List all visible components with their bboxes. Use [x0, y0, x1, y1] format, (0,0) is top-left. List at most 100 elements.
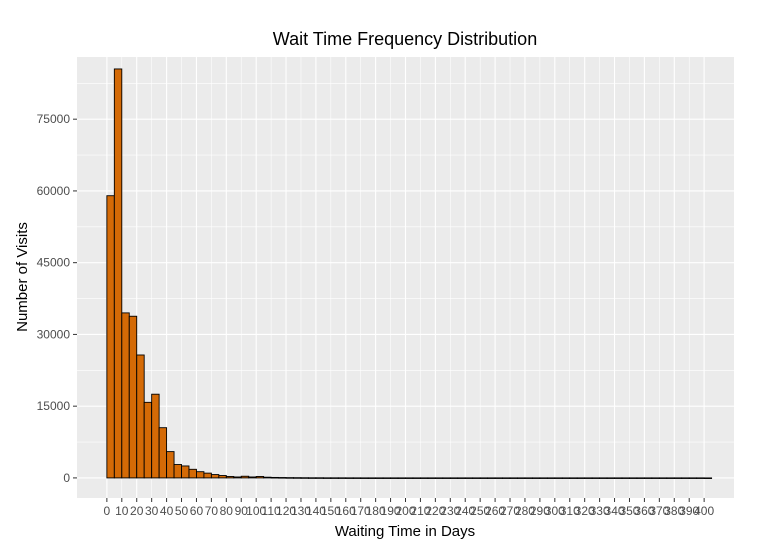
histogram-bar — [509, 477, 518, 479]
histogram-bar — [576, 477, 586, 479]
histogram-bar — [502, 477, 511, 479]
histogram-bar — [517, 477, 526, 479]
x-tick-label: 280 — [515, 504, 535, 518]
histogram-bar — [629, 477, 638, 479]
histogram-bar — [643, 477, 653, 479]
histogram-bar — [322, 477, 332, 479]
y-tick-label: 75000 — [37, 112, 71, 126]
histogram-bar — [128, 315, 138, 479]
x-tick-label: 100 — [246, 504, 266, 518]
x-tick-label: 250 — [470, 504, 490, 518]
histogram-bar — [531, 477, 541, 479]
x-tick-label: 130 — [291, 504, 311, 518]
histogram-bar — [658, 477, 668, 479]
x-tick-label: 40 — [160, 504, 174, 518]
histogram-bar — [307, 477, 317, 479]
histogram-bar — [479, 477, 489, 479]
x-tick-label: 380 — [664, 504, 684, 518]
x-tick-label: 320 — [575, 504, 595, 518]
histogram-bar — [569, 477, 578, 479]
histogram-bar — [181, 465, 190, 479]
histogram-bar — [561, 477, 571, 479]
histogram-bar — [240, 475, 250, 479]
x-tick-label: 220 — [425, 504, 445, 518]
histogram-bar — [397, 477, 406, 479]
histogram-bar — [158, 427, 168, 479]
histogram-bar — [293, 477, 302, 479]
x-tick-label: 240 — [455, 504, 475, 518]
x-tick-label: 200 — [395, 504, 415, 518]
histogram-bar — [188, 468, 197, 479]
x-tick-label: 290 — [530, 504, 550, 518]
histogram-bar — [636, 477, 645, 479]
x-tick-label: 90 — [235, 504, 249, 518]
histogram-bar — [113, 68, 123, 479]
x-axis-title: Waiting Time in Days — [335, 523, 475, 540]
x-tick-label: 260 — [485, 504, 505, 518]
x-tick-label: 120 — [276, 504, 296, 518]
histogram-bar — [136, 354, 145, 479]
histogram-bar — [599, 477, 608, 479]
histogram-bar — [196, 471, 205, 479]
x-tick-label: 70 — [205, 504, 219, 518]
histogram-bar — [487, 477, 496, 479]
histogram-bar — [285, 477, 294, 479]
x-tick-label: 60 — [190, 504, 204, 518]
histogram-bar — [584, 477, 593, 479]
histogram-bar — [651, 477, 660, 479]
histogram-bar — [666, 477, 675, 479]
x-tick-label: 370 — [649, 504, 669, 518]
x-tick-label: 230 — [440, 504, 460, 518]
x-tick-label: 30 — [145, 504, 159, 518]
x-tick-label: 50 — [175, 504, 189, 518]
histogram-bar — [591, 477, 601, 479]
histogram-bar — [173, 464, 182, 479]
histogram-bar — [405, 477, 414, 479]
histogram-bar — [121, 312, 130, 479]
x-tick-label: 190 — [381, 504, 401, 518]
x-tick-label: 330 — [590, 504, 610, 518]
histogram-bars — [106, 68, 713, 479]
histogram-bar — [673, 477, 683, 479]
y-tick-label: 15000 — [37, 399, 71, 413]
y-tick-label: 45000 — [37, 256, 71, 270]
histogram-bar — [278, 477, 287, 479]
histogram-bar — [442, 477, 451, 479]
histogram-bar — [255, 476, 265, 479]
x-tick-label: 160 — [336, 504, 356, 518]
histogram-bar — [382, 477, 392, 479]
histogram-bar — [367, 477, 377, 479]
histogram-bar — [472, 477, 481, 479]
histogram-bar — [427, 477, 436, 479]
histogram-bar — [203, 472, 212, 479]
histogram-bar — [390, 477, 399, 479]
histogram-bar — [345, 477, 354, 479]
x-tick-label: 10 — [115, 504, 129, 518]
x-tick-label: 140 — [306, 504, 326, 518]
histogram-bar — [360, 477, 369, 479]
histogram-bar — [703, 477, 713, 479]
histogram-bar — [375, 477, 384, 479]
histogram-bar — [315, 477, 324, 479]
histogram-bar — [696, 477, 705, 479]
x-tick-label: 390 — [679, 504, 699, 518]
histogram-bar — [688, 477, 698, 479]
histogram-bar — [233, 476, 242, 479]
y-tick-label: 60000 — [37, 184, 71, 198]
histogram-bar — [539, 477, 548, 479]
histogram-bar — [218, 475, 227, 479]
x-tick-label: 170 — [351, 504, 371, 518]
y-tick-label: 0 — [63, 471, 70, 485]
y-tick-label: 30000 — [37, 327, 71, 341]
histogram-bar — [352, 477, 362, 479]
histogram-bar — [248, 476, 257, 479]
histogram-bar — [166, 451, 175, 479]
histogram-bar — [270, 476, 280, 479]
x-axis-ticks: 0 10 20 30 40 50 60 70 80 90100110120130140150160… — [104, 498, 714, 518]
histogram-bar — [606, 477, 615, 479]
histogram-bar — [457, 477, 466, 479]
x-tick-label: 110 — [262, 504, 281, 518]
x-tick-label: 300 — [545, 504, 565, 518]
